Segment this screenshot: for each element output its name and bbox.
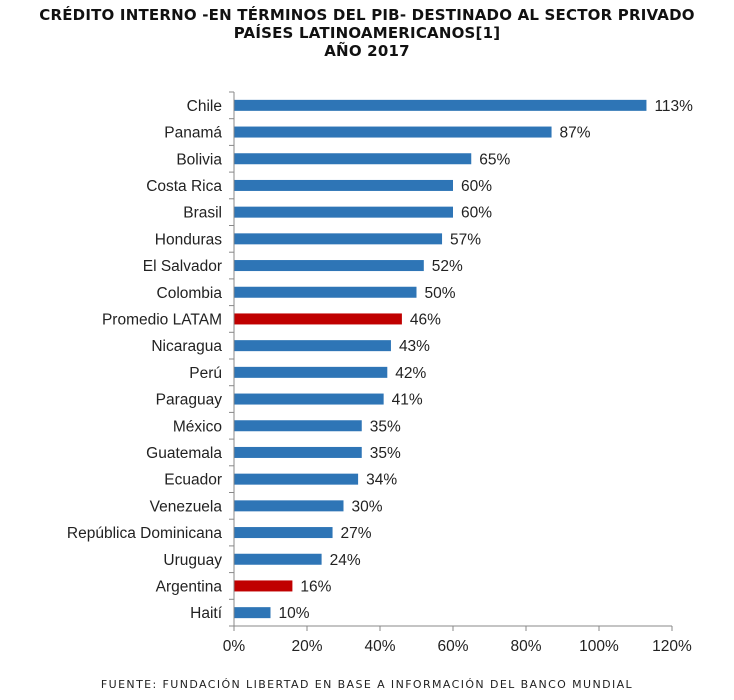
bar <box>234 500 344 512</box>
category-label: El Salvador <box>143 258 222 275</box>
data-label: 34% <box>366 472 397 489</box>
category-label: Ecuador <box>164 472 222 489</box>
x-tick-label: 120% <box>652 638 692 655</box>
category-label: Honduras <box>155 231 222 248</box>
bar <box>234 126 552 138</box>
bar <box>234 286 417 298</box>
data-label: 43% <box>399 338 430 355</box>
data-label: 57% <box>450 231 481 248</box>
category-label: Panamá <box>164 125 222 142</box>
bar <box>234 607 271 619</box>
category-label: Colombia <box>157 285 223 302</box>
source-note: FUENTE: FUNDACIÓN LIBERTAD EN BASE A INF… <box>100 678 634 691</box>
data-label: 27% <box>341 525 372 542</box>
bar <box>234 473 359 485</box>
bar <box>234 233 443 245</box>
x-tick-label: 60% <box>437 638 468 655</box>
data-label: 60% <box>461 178 492 195</box>
data-label: 30% <box>352 498 383 515</box>
category-label: Haití <box>190 605 223 622</box>
category-label: Brasil <box>183 205 222 222</box>
data-label: 65% <box>479 151 510 168</box>
category-label: Uruguay <box>163 552 222 569</box>
bar <box>234 553 322 565</box>
category-label: Promedio LATAM <box>102 311 222 328</box>
x-tick-label: 40% <box>364 638 395 655</box>
bar <box>234 340 391 352</box>
data-label: 41% <box>392 392 423 409</box>
data-label: 16% <box>300 578 331 595</box>
chart-title-line-2: PAÍSES LATINOAMERICANOS[1] <box>233 24 501 42</box>
chart-title-line-1: CRÉDITO INTERNO -EN TÉRMINOS DEL PIB- DE… <box>39 6 695 24</box>
data-label: 24% <box>330 552 361 569</box>
category-label: Paraguay <box>156 392 223 409</box>
x-tick-label: 20% <box>291 638 322 655</box>
category-label: Argentina <box>156 578 223 595</box>
bar <box>234 446 362 458</box>
data-label: 42% <box>395 365 426 382</box>
category-label: México <box>173 418 222 435</box>
bar <box>234 99 647 111</box>
data-label: 113% <box>654 98 693 115</box>
bar <box>234 527 333 539</box>
bar <box>234 420 362 432</box>
data-label: 35% <box>370 445 401 462</box>
bar <box>234 179 453 191</box>
data-label: 46% <box>410 311 441 328</box>
category-label: Costa Rica <box>146 178 222 195</box>
data-label: 60% <box>461 205 492 222</box>
bar <box>234 580 293 592</box>
bar <box>234 366 388 378</box>
chart-title-line-3: AÑO 2017 <box>324 42 410 60</box>
bar <box>234 313 402 325</box>
category-label: Nicaragua <box>151 338 222 355</box>
category-label: Bolivia <box>176 151 222 168</box>
data-label: 10% <box>279 605 310 622</box>
category-label: Venezuela <box>150 498 223 515</box>
bar <box>234 206 453 218</box>
category-label: Guatemala <box>146 445 222 462</box>
category-label: Perú <box>189 365 222 382</box>
data-label: 52% <box>432 258 463 275</box>
data-label: 35% <box>370 418 401 435</box>
bar <box>234 153 472 165</box>
data-label: 50% <box>425 285 456 302</box>
x-tick-label: 0% <box>223 638 246 655</box>
category-label: República Dominicana <box>67 525 222 542</box>
x-tick-label: 100% <box>579 638 619 655</box>
category-label: Chile <box>187 98 222 115</box>
chart-title: CRÉDITO INTERNO -EN TÉRMINOS DEL PIB- DE… <box>0 6 734 60</box>
bar <box>234 393 384 405</box>
bar <box>234 260 424 272</box>
data-label: 87% <box>560 125 591 142</box>
x-tick-label: 80% <box>510 638 541 655</box>
